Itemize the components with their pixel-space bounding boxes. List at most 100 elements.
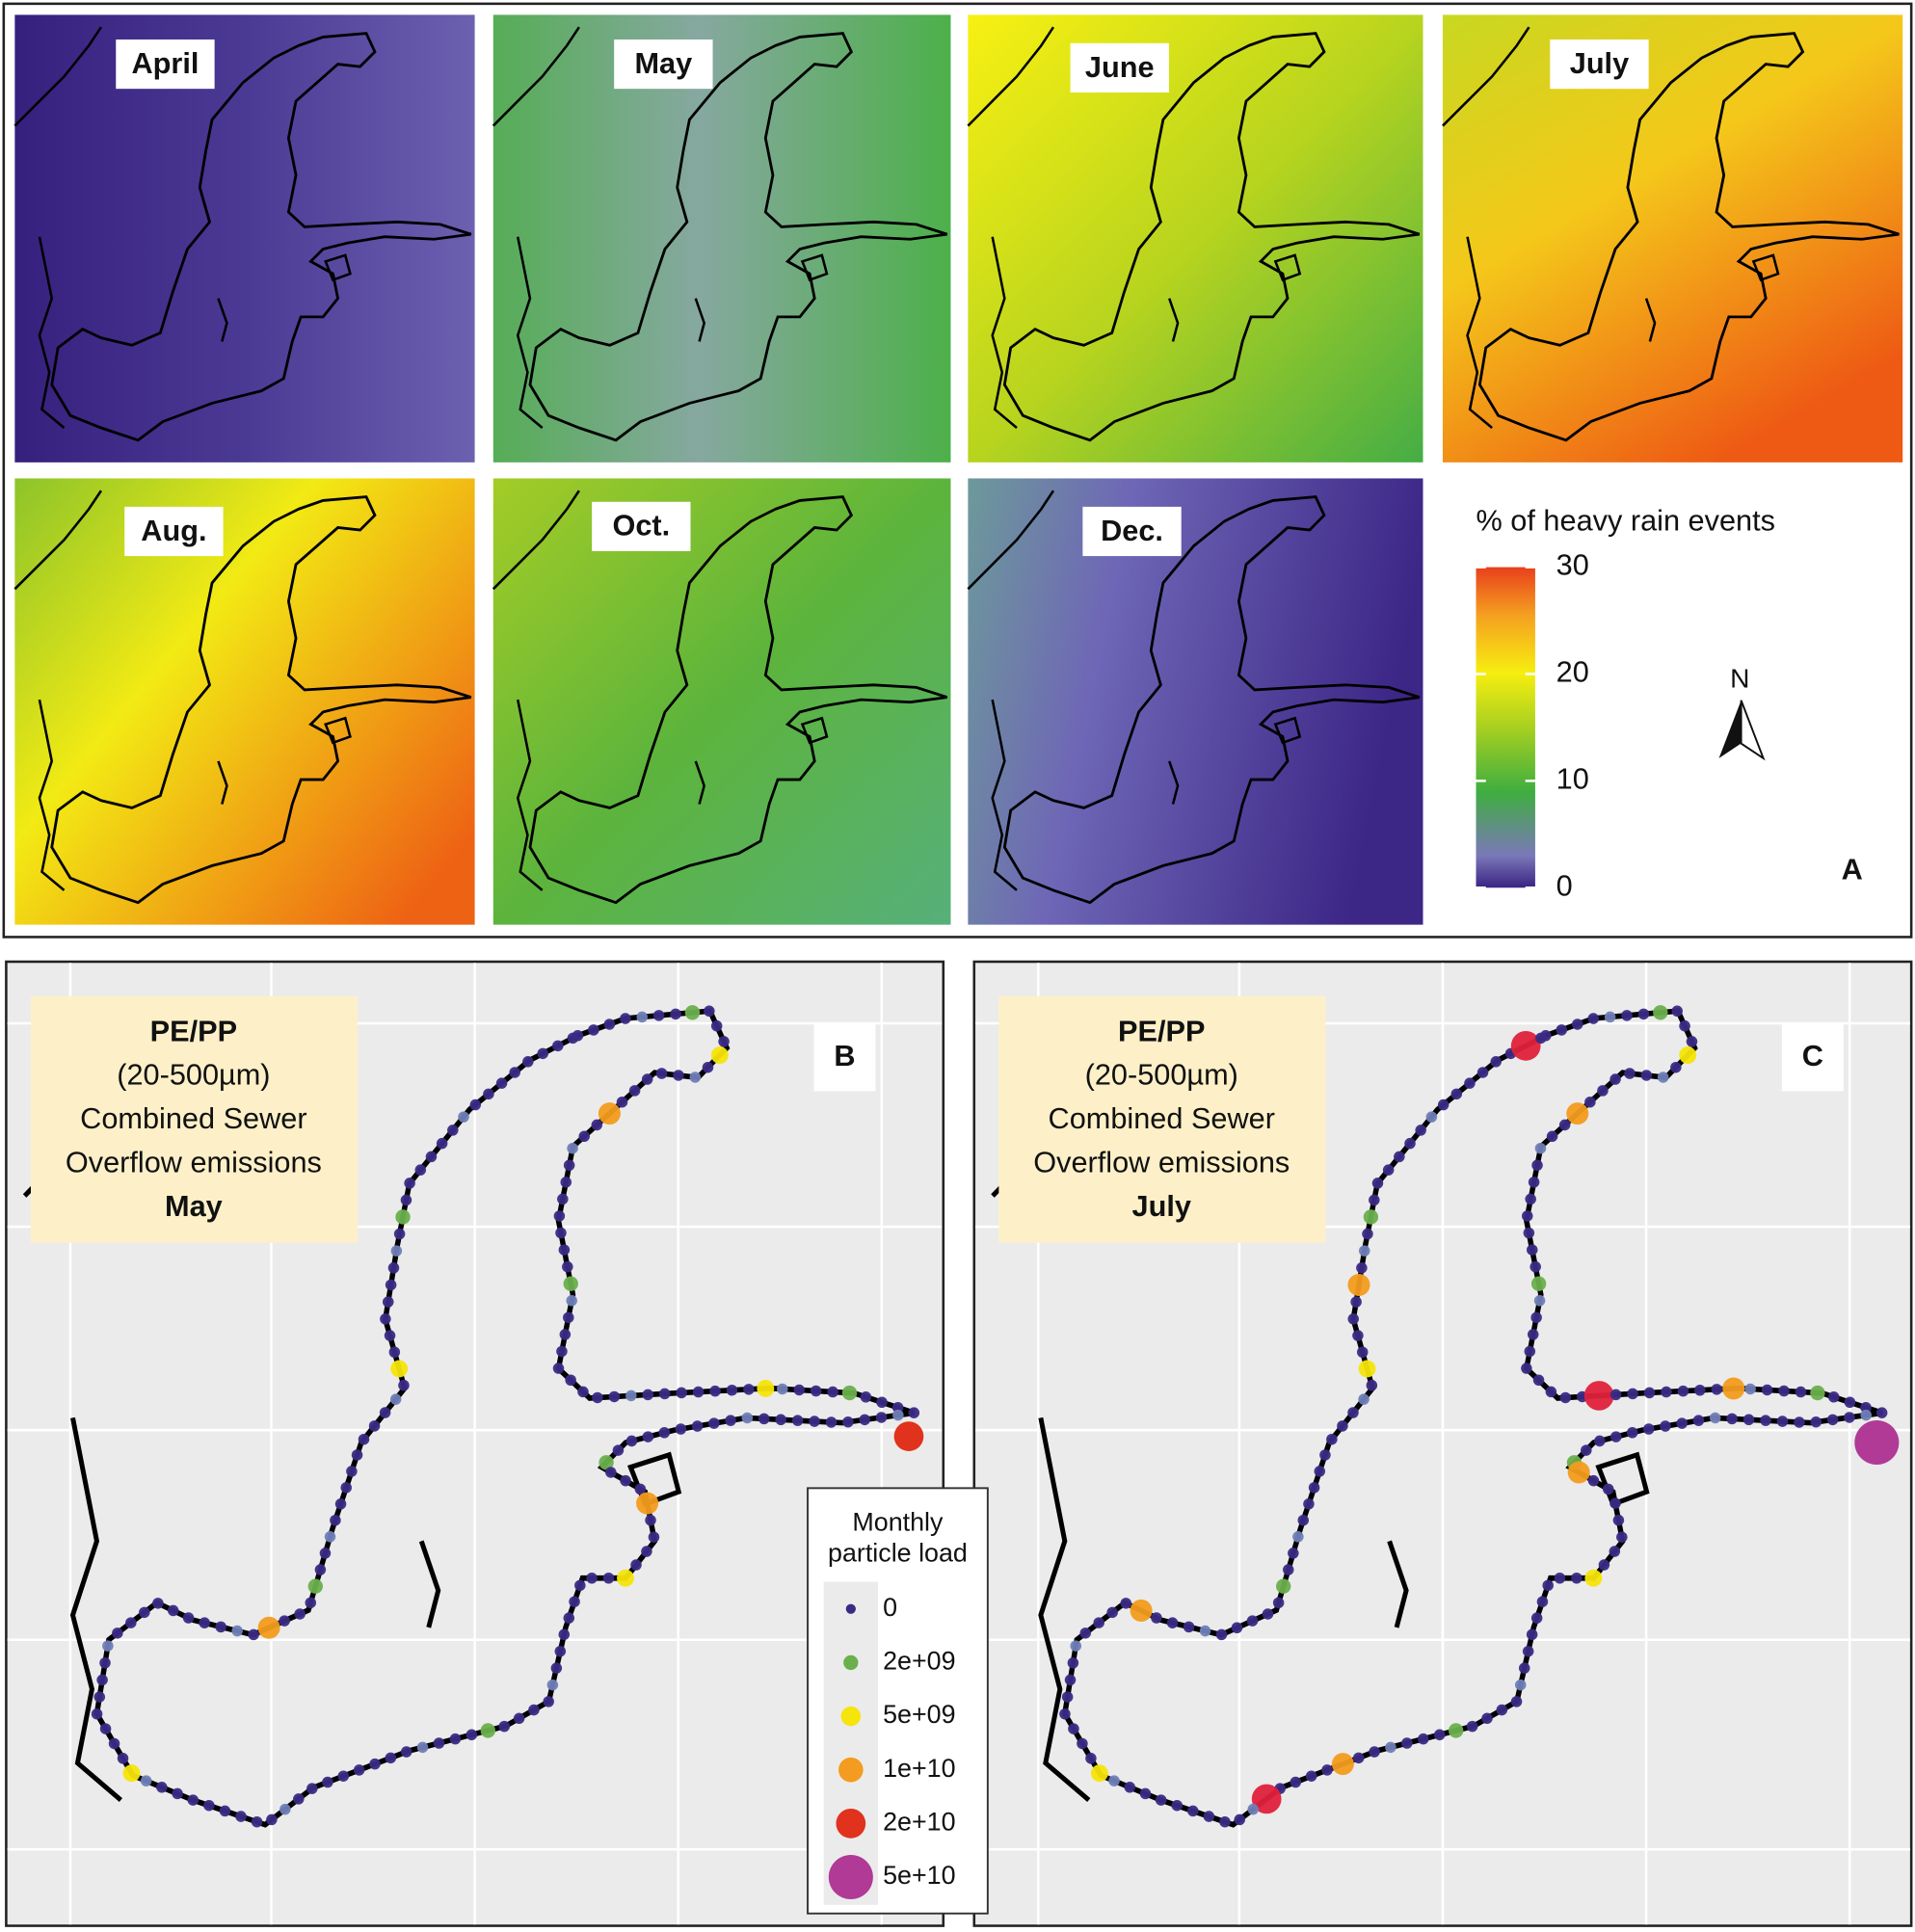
- site-dot: [1521, 1363, 1532, 1374]
- site-dot: [1676, 1417, 1688, 1429]
- site-dot: [1067, 1656, 1079, 1669]
- site-dot: [1314, 1466, 1326, 1477]
- site-dot: [1272, 1597, 1285, 1609]
- site-dot: [414, 1164, 427, 1176]
- site-dot: [1331, 1753, 1354, 1776]
- site-dot: [612, 1444, 625, 1456]
- site-dot: [1527, 1244, 1538, 1256]
- site-dot: [552, 1040, 564, 1052]
- site-dot: [1385, 1741, 1396, 1754]
- site-dot: [390, 1245, 403, 1257]
- site-dot: [537, 1047, 548, 1060]
- site-dot: [1609, 1546, 1621, 1557]
- site-dot: [1404, 1137, 1416, 1150]
- site-dot: [1760, 1415, 1771, 1426]
- site-dot: [1481, 1712, 1493, 1725]
- site-dot: [235, 1811, 247, 1822]
- site-dot: [108, 1737, 120, 1750]
- site-dot: [1319, 1449, 1331, 1461]
- site-dot: [251, 1815, 263, 1828]
- site-dot: [293, 1793, 305, 1805]
- site-dot: [562, 1260, 573, 1273]
- legend-label: 5e+09: [883, 1700, 955, 1729]
- site-dot: [598, 1455, 614, 1470]
- site-dot: [1464, 1077, 1476, 1089]
- site-dot: [1059, 1707, 1071, 1720]
- site-dot: [279, 1615, 290, 1627]
- site-dot: [187, 1794, 199, 1806]
- site-dot: [480, 1723, 495, 1738]
- site-dot: [1776, 1416, 1789, 1427]
- legend-label: 5e+10: [883, 1861, 955, 1890]
- site-dot: [203, 1799, 215, 1812]
- site-dot: [625, 1389, 637, 1402]
- site-dot: [793, 1384, 805, 1396]
- site-dot: [1350, 1296, 1362, 1308]
- site-dot: [563, 1311, 574, 1324]
- site-dot: [1085, 1753, 1097, 1764]
- site-dot: [1627, 1388, 1638, 1400]
- info-line: Overflow emissions: [1033, 1146, 1290, 1179]
- site-dot: [1567, 1461, 1590, 1484]
- site-dot: [1626, 1426, 1638, 1439]
- site-dot: [1532, 1374, 1545, 1387]
- site-dot: [1288, 1548, 1299, 1559]
- site-dot: [625, 1435, 638, 1447]
- site-dot: [1139, 1787, 1152, 1800]
- site-dot: [1518, 1662, 1530, 1674]
- site-dot: [1742, 1414, 1755, 1426]
- site-dot: [449, 1733, 462, 1745]
- site-dot: [1187, 1805, 1199, 1817]
- site-dot: [294, 1608, 306, 1620]
- site-dot: [125, 1617, 137, 1628]
- site-dot: [1554, 1572, 1566, 1584]
- site-dot: [710, 1019, 723, 1032]
- site-dot: [1347, 1273, 1370, 1296]
- site-dot: [1108, 1775, 1120, 1786]
- site-dot: [1594, 1435, 1606, 1447]
- site-dot: [1203, 1811, 1215, 1822]
- site-dot: [102, 1640, 114, 1652]
- site-dot: [591, 1119, 603, 1131]
- site-dot: [1534, 1142, 1547, 1154]
- site-dot: [140, 1775, 152, 1786]
- site-dot: [1761, 1384, 1773, 1396]
- site-dot: [379, 1407, 391, 1418]
- info-box: [30, 995, 359, 1243]
- month-label: July: [1570, 46, 1629, 80]
- site-dot: [1490, 1056, 1502, 1068]
- site-dot: [1533, 1295, 1546, 1307]
- site-dot: [340, 1482, 352, 1494]
- site-dot: [757, 1379, 775, 1397]
- site-dot: [122, 1764, 141, 1783]
- site-dot: [330, 1514, 341, 1526]
- site-dot: [305, 1597, 317, 1609]
- site-dot: [1394, 1151, 1405, 1163]
- site-dot: [1694, 1384, 1706, 1396]
- site-dot: [1584, 1569, 1603, 1587]
- site-dot: [400, 1746, 412, 1758]
- site-dot: [314, 1564, 327, 1575]
- site-dot: [425, 1151, 438, 1163]
- site-dot: [522, 1056, 534, 1068]
- site-dot: [550, 1662, 563, 1674]
- info-line: Overflow emissions: [66, 1146, 322, 1179]
- site-dot: [546, 1679, 559, 1691]
- site-dot: [556, 1345, 568, 1358]
- site-dot: [1262, 1608, 1274, 1620]
- colorbar-tick-label: 0: [1556, 868, 1573, 902]
- site-dot: [1321, 1764, 1333, 1776]
- site-dot: [563, 1612, 575, 1624]
- site-dot: [689, 1072, 702, 1083]
- site-dot: [569, 1596, 580, 1607]
- site-dot: [1621, 1010, 1633, 1021]
- site-dot: [1523, 1227, 1535, 1239]
- site-dot: [257, 1616, 280, 1639]
- site-dot: [875, 1412, 888, 1423]
- site-dot: [641, 1546, 652, 1557]
- panel-label: C: [1802, 1039, 1823, 1072]
- site-dot: [1362, 1228, 1373, 1240]
- site-dot: [1597, 1085, 1609, 1097]
